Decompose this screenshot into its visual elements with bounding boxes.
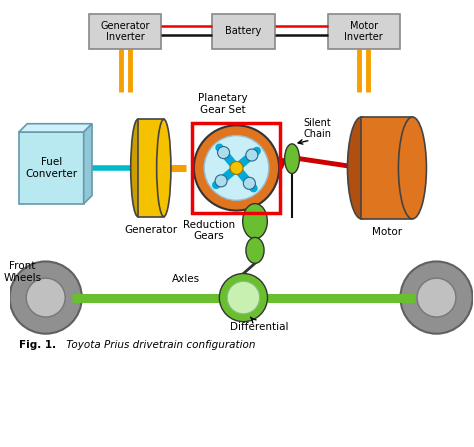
Ellipse shape	[347, 117, 375, 219]
Circle shape	[417, 278, 456, 317]
Text: Toyota Prius drivetrain configuration: Toyota Prius drivetrain configuration	[63, 340, 255, 350]
Circle shape	[218, 147, 229, 159]
Circle shape	[219, 274, 267, 322]
Bar	[19, 132, 84, 204]
Text: Planetary
Gear Set: Planetary Gear Set	[198, 93, 247, 115]
Ellipse shape	[243, 203, 267, 239]
Text: Motor
Inverter: Motor Inverter	[345, 21, 383, 42]
Polygon shape	[138, 119, 164, 216]
Polygon shape	[84, 124, 92, 204]
Ellipse shape	[246, 237, 264, 263]
Circle shape	[26, 278, 65, 317]
Text: Generator
Inverter: Generator Inverter	[100, 21, 150, 42]
Ellipse shape	[131, 119, 145, 216]
Circle shape	[215, 175, 227, 187]
Bar	[328, 14, 400, 49]
Ellipse shape	[399, 117, 427, 219]
Circle shape	[9, 261, 82, 334]
Circle shape	[246, 149, 258, 161]
Circle shape	[194, 125, 279, 211]
Circle shape	[204, 135, 269, 200]
Circle shape	[230, 161, 243, 174]
Text: Motor: Motor	[372, 227, 402, 237]
Polygon shape	[362, 117, 412, 219]
Text: Reduction
Gears: Reduction Gears	[182, 219, 235, 241]
Text: Battery: Battery	[225, 26, 262, 36]
Text: Front
Wheels: Front Wheels	[3, 261, 42, 283]
Text: Fuel
Converter: Fuel Converter	[25, 157, 77, 179]
Circle shape	[401, 261, 473, 334]
Polygon shape	[19, 124, 92, 132]
Bar	[212, 14, 274, 49]
Ellipse shape	[156, 119, 171, 216]
Text: Generator: Generator	[124, 225, 177, 235]
Circle shape	[227, 281, 260, 314]
Text: Fig. 1.: Fig. 1.	[19, 340, 56, 350]
Text: Differential: Differential	[230, 317, 289, 332]
Text: Axles: Axles	[172, 274, 200, 284]
Circle shape	[243, 177, 255, 190]
Text: Silent
Chain: Silent Chain	[303, 118, 331, 139]
Bar	[192, 123, 281, 213]
Ellipse shape	[284, 144, 300, 173]
Bar	[90, 14, 161, 49]
